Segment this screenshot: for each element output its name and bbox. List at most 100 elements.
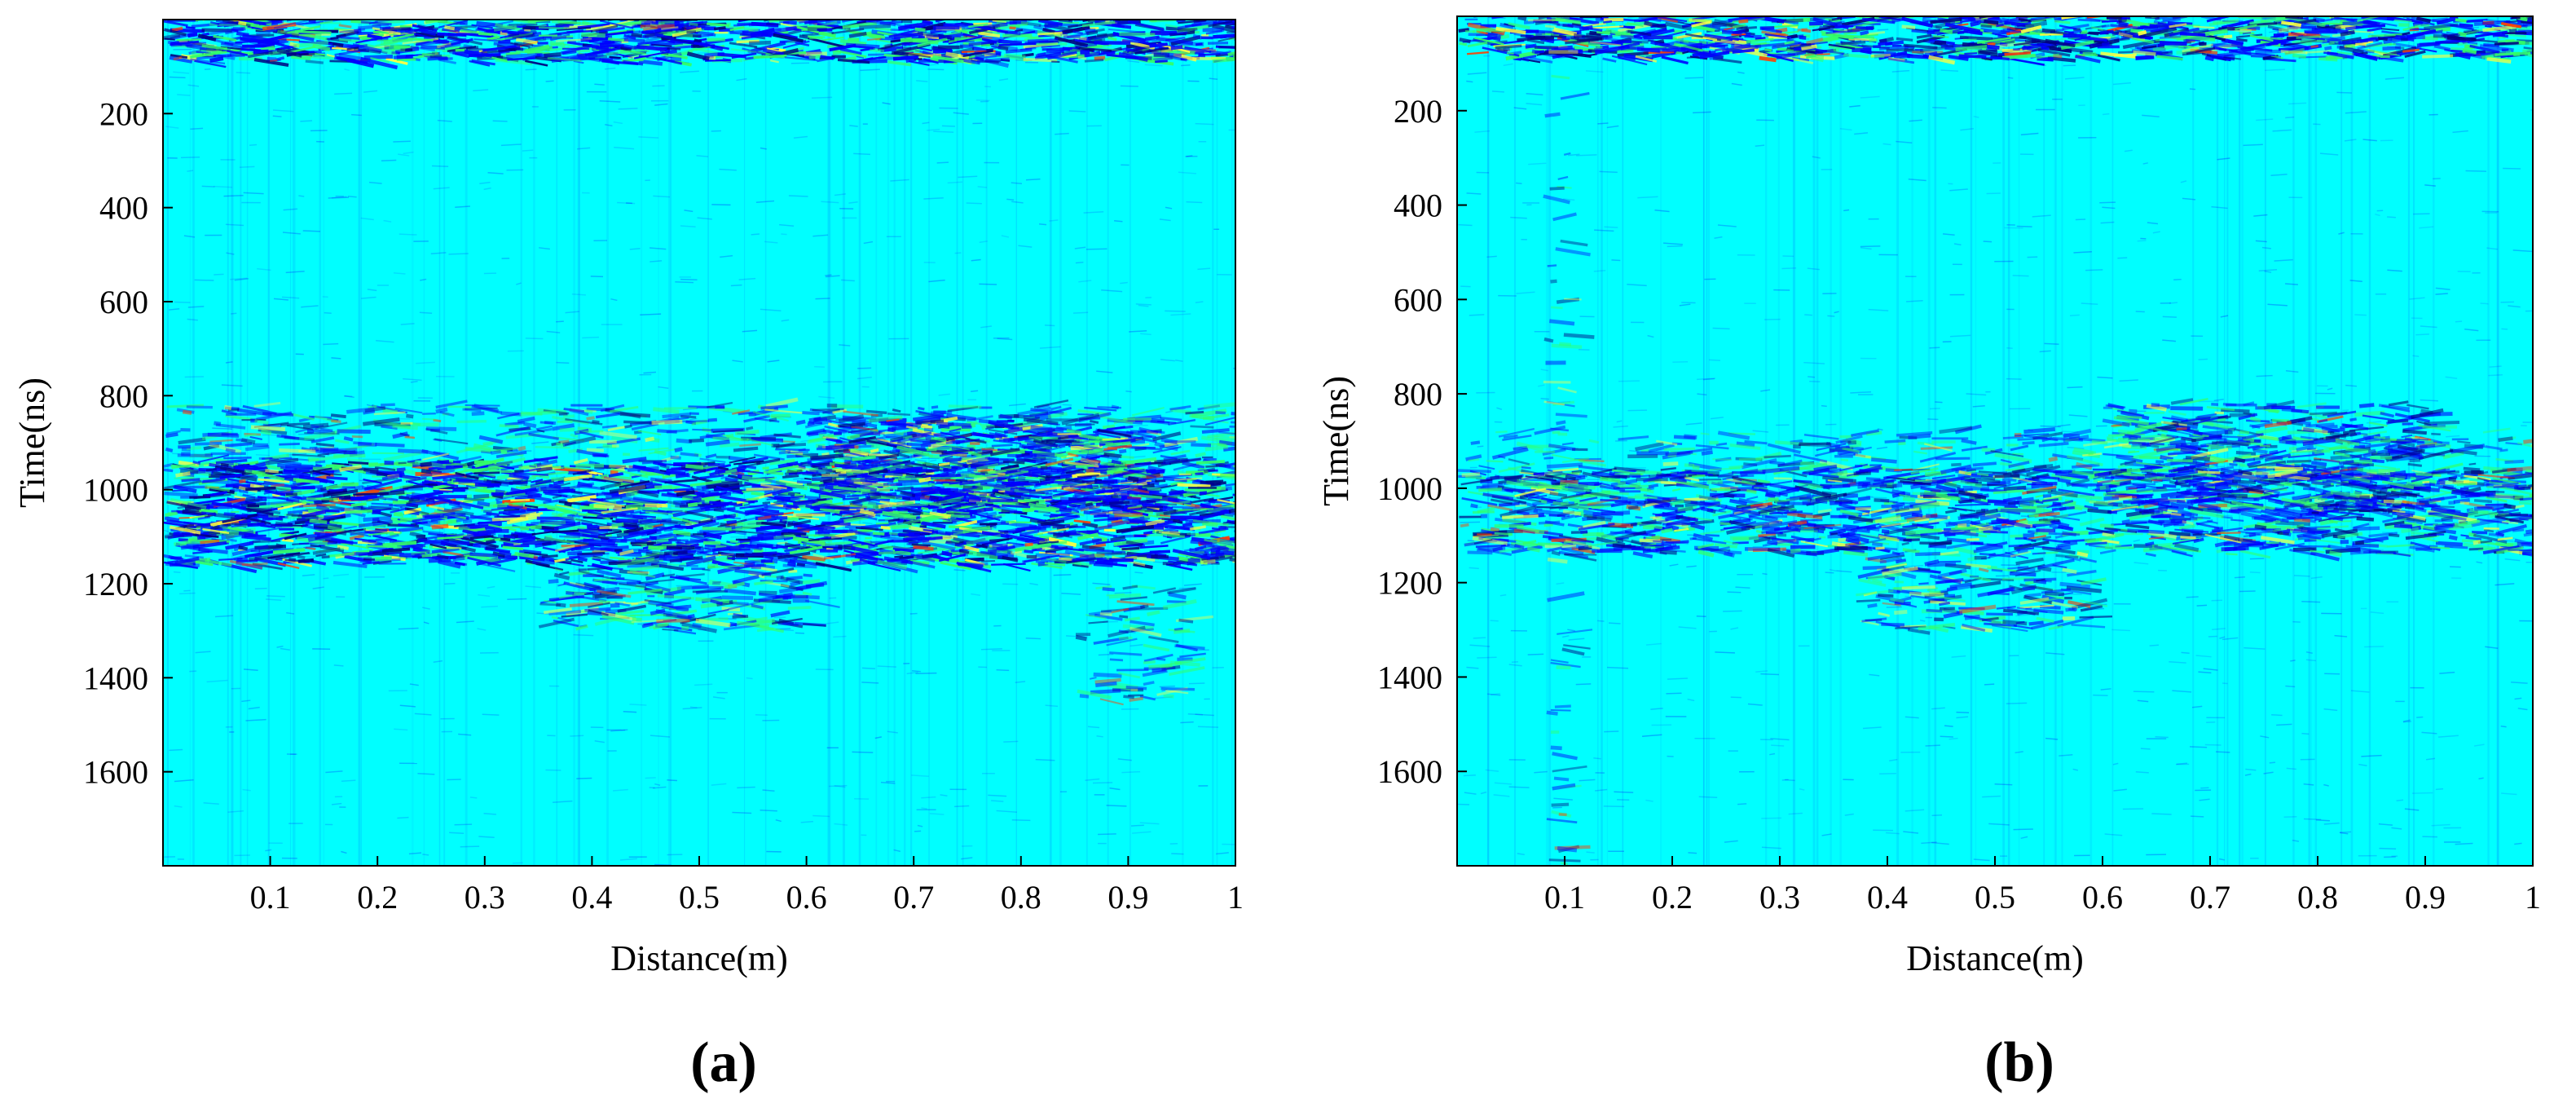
reflection-streak	[524, 28, 531, 32]
reflection-streak	[350, 495, 378, 501]
reflection-streak	[170, 54, 188, 60]
reflection-streak	[564, 441, 577, 446]
speckle	[323, 577, 329, 580]
reflection-streak	[610, 556, 625, 560]
speckle	[694, 683, 713, 686]
reflection-streak	[197, 33, 217, 42]
speckle	[516, 282, 522, 285]
reflection-streak	[686, 20, 694, 26]
reflection-streak	[218, 558, 243, 561]
reflection-streak	[258, 478, 290, 483]
reflection-streak	[1147, 507, 1168, 514]
speckle	[249, 143, 258, 147]
reflection-streak	[1227, 51, 1235, 56]
reflection-streak	[1152, 56, 1173, 62]
speckle	[914, 459, 927, 462]
reflection-streak	[925, 435, 935, 441]
reflection-streak	[832, 408, 848, 414]
reflection-streak	[859, 24, 892, 29]
speckle	[195, 651, 211, 654]
reflection-streak	[671, 516, 698, 525]
speckle	[1138, 304, 1149, 307]
reflection-streak	[398, 448, 429, 454]
reflection-streak	[951, 514, 976, 523]
reflection-streak	[650, 42, 684, 46]
reflection-streak	[1160, 535, 1191, 545]
reflection-streak	[201, 477, 226, 483]
reflection-streak	[894, 555, 904, 558]
reflection-streak	[994, 491, 1022, 499]
reflection-streak	[473, 38, 501, 42]
reflection-streak	[977, 57, 1010, 64]
speckle	[998, 77, 1009, 82]
reflection-streak	[395, 462, 416, 467]
reflection-streak	[252, 563, 283, 571]
speckle	[1044, 324, 1055, 327]
reflection-streak	[493, 42, 518, 47]
speckle	[821, 201, 839, 204]
reflection-streak	[1203, 556, 1233, 563]
speckle	[979, 283, 997, 285]
speckle	[221, 384, 243, 387]
reflection-streak	[178, 538, 188, 542]
reflection-streak	[351, 435, 363, 439]
reflection-streak	[610, 405, 639, 413]
reflection-streak	[1122, 457, 1157, 466]
reflection-streak	[1228, 37, 1235, 41]
reflection-streak	[638, 447, 669, 452]
speckle	[243, 669, 258, 671]
speckle	[456, 620, 474, 624]
speckle	[645, 777, 656, 779]
reflection-streak	[523, 456, 558, 464]
reflection-streak	[469, 60, 491, 67]
reflection-streak	[481, 48, 515, 55]
reflection-streak	[897, 21, 931, 31]
reflection-streak	[963, 545, 980, 553]
reflection-streak	[564, 501, 573, 507]
reflection-streak	[975, 543, 989, 549]
speckle	[818, 395, 835, 399]
reflection-streak	[1176, 24, 1209, 33]
speckle	[173, 71, 190, 74]
reflection-streak	[547, 506, 570, 514]
reflection-streak	[1203, 467, 1216, 474]
reflection-streak	[702, 522, 720, 529]
reflection-streak	[355, 35, 391, 44]
reflection-streak	[883, 53, 900, 58]
reflection-streak	[990, 45, 1002, 50]
reflection-streak	[358, 24, 381, 30]
reflection-streak	[425, 427, 448, 435]
reflection-streak	[556, 504, 583, 512]
speckle	[834, 193, 846, 196]
reflection-streak	[1128, 505, 1143, 509]
reflection-streak	[1171, 505, 1205, 510]
speckle	[718, 617, 737, 620]
reflection-streak	[788, 470, 819, 475]
reflection-streak	[867, 543, 878, 549]
speckle	[654, 783, 661, 786]
reflection-streak	[1023, 57, 1058, 63]
speckle	[1159, 218, 1171, 222]
reflection-streak	[495, 23, 521, 32]
reflection-streak	[337, 37, 352, 42]
reflection-streak	[592, 420, 600, 424]
reflection-streak	[363, 479, 403, 491]
speckle	[736, 77, 747, 82]
reflection-streak	[1107, 516, 1145, 528]
speckle	[536, 612, 550, 615]
reflection-streak	[657, 488, 694, 492]
reflection-streak	[712, 436, 749, 442]
reflection-streak	[1232, 493, 1235, 496]
speckle	[988, 794, 1007, 797]
reflection-streak	[370, 56, 390, 64]
reflection-streak	[483, 51, 510, 56]
reflection-streak	[1076, 532, 1107, 541]
speckle	[966, 202, 982, 205]
speckle	[914, 830, 922, 832]
reflection-streak	[707, 417, 718, 422]
reflection-streak	[1147, 533, 1163, 537]
speckle	[1129, 330, 1147, 333]
reflection-streak	[1084, 406, 1117, 412]
reflection-streak	[440, 38, 473, 49]
reflection-streak	[775, 448, 810, 452]
